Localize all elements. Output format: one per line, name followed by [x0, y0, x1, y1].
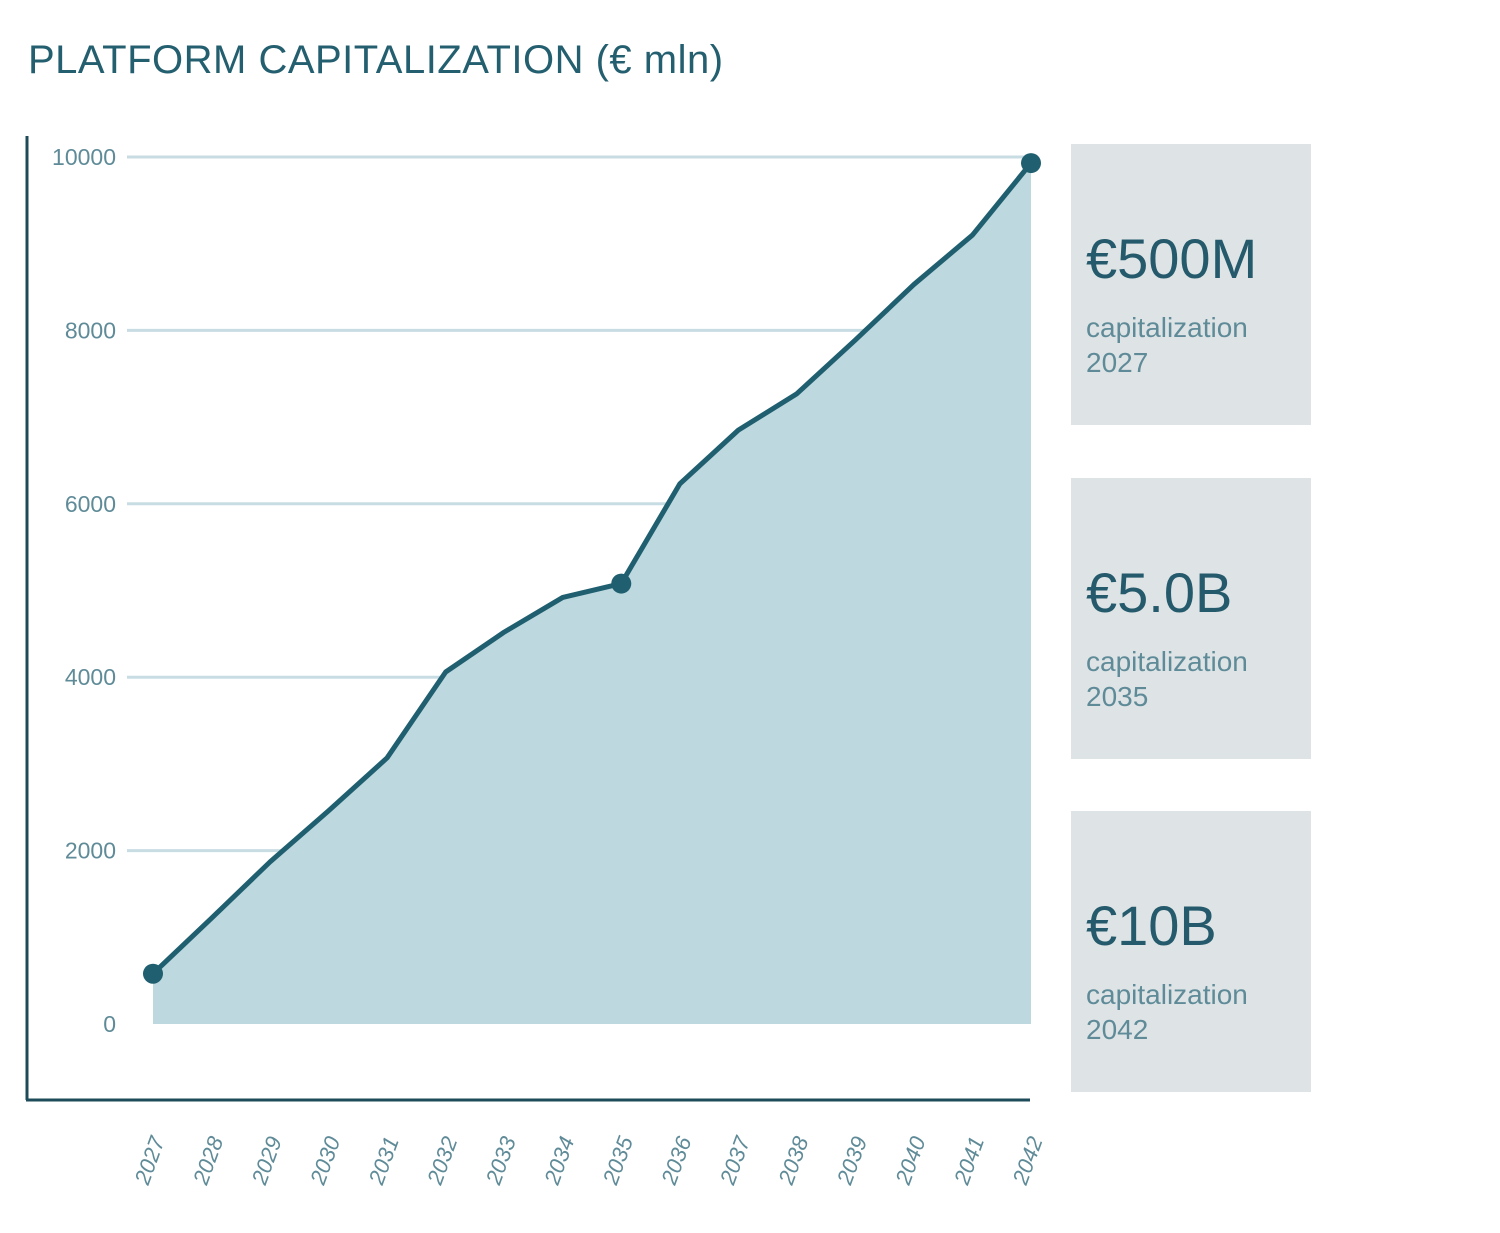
stat-card-caption-line2: 2027	[1086, 347, 1149, 378]
area-layer	[153, 163, 1031, 1025]
y-tick-label: 0	[103, 1011, 116, 1037]
stat-card-caption-line2: 2035	[1086, 681, 1149, 712]
x-tick-label: 2033	[480, 1132, 521, 1188]
y-tick-label: 4000	[65, 664, 116, 690]
x-tick-label: 2036	[656, 1132, 697, 1188]
x-tick-label: 2040	[890, 1132, 931, 1188]
stat-card-caption: capitalization 2027	[1086, 310, 1248, 380]
x-tick-label: 2028	[188, 1132, 229, 1188]
stat-card-value: €500M	[1086, 227, 1258, 290]
y-tick-labels: 0 2000 4000 6000 8000 10000	[52, 144, 116, 1037]
chart-title: PLATFORM CAPITALIZATION (€ mln)	[28, 38, 724, 82]
x-tick-label: 2029	[246, 1133, 287, 1188]
series-line	[150, 160, 1034, 977]
stat-card-caption-line2: 2042	[1086, 1014, 1149, 1045]
x-tick-label: 2042	[1007, 1133, 1048, 1188]
x-tick-label: 2032	[422, 1133, 463, 1188]
y-tick-label: 2000	[65, 838, 116, 864]
x-tick-label: 2038	[773, 1132, 814, 1188]
stat-card-value: €5.0B	[1086, 561, 1233, 624]
stat-card-caption: capitalization 2035	[1086, 644, 1248, 714]
data-point-2027	[143, 963, 163, 984]
y-tick-label: 6000	[65, 491, 116, 517]
x-tick-label: 2039	[832, 1133, 873, 1188]
data-point-2042	[1021, 153, 1041, 174]
y-tick-label: 10000	[52, 144, 116, 170]
stat-card-2035: €5.0B capitalization 2035	[1071, 478, 1311, 759]
stat-card-caption-line1: capitalization	[1086, 312, 1248, 343]
x-tick-label: 2027	[129, 1132, 170, 1188]
x-tick-label: 2035	[597, 1132, 638, 1188]
y-tick-label: 8000	[65, 317, 116, 343]
data-point-2035	[611, 573, 632, 594]
x-tick-label: 2034	[539, 1133, 580, 1188]
x-tick-label: 2030	[305, 1132, 346, 1188]
stat-card-caption-line1: capitalization	[1086, 646, 1248, 677]
stat-card-caption-line1: capitalization	[1086, 979, 1248, 1010]
stat-card-2027: €500M capitalization 2027	[1071, 144, 1311, 425]
stat-card-value: €10B	[1086, 894, 1217, 957]
series-area	[153, 163, 1031, 1025]
x-tick-labels: 2027 2028 2029 2030 2031 2032 2033 2034 2035 2036…	[129, 1132, 1048, 1188]
stat-card-2042: €10B capitalization 2042	[1071, 811, 1311, 1092]
x-tick-label: 2031	[363, 1133, 404, 1188]
highlight-points	[143, 153, 1041, 984]
x-tick-label: 2037	[714, 1132, 755, 1188]
stat-card-caption: capitalization 2042	[1086, 977, 1248, 1047]
line-layer	[150, 160, 1034, 977]
axes	[25, 136, 1030, 1102]
x-tick-label: 2041	[949, 1133, 990, 1188]
